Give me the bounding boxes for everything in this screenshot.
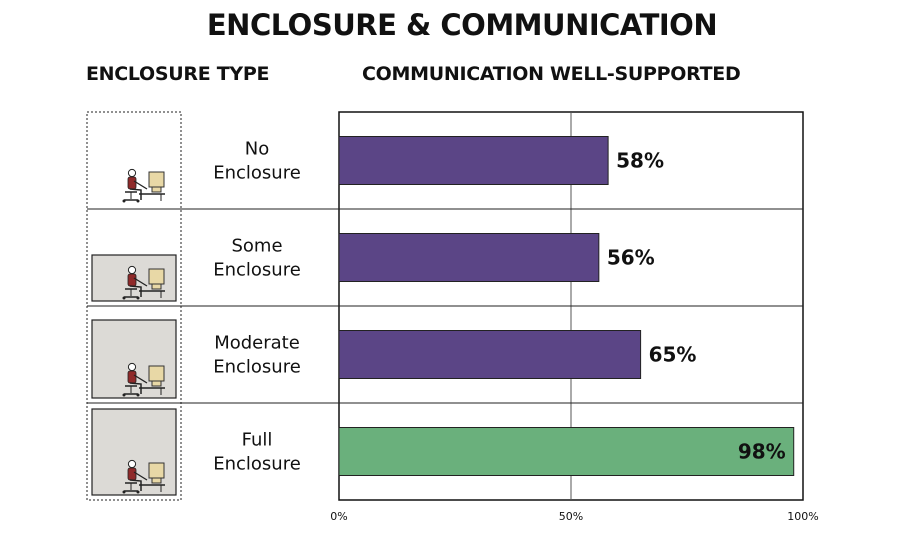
bar bbox=[338, 233, 600, 282]
bar bbox=[338, 427, 795, 476]
office-worker-moderate-enclosure-icon bbox=[91, 319, 177, 399]
chart-title: ENCLOSURE & COMMUNICATION bbox=[206, 8, 718, 42]
office-worker-some-enclosure-icon bbox=[91, 254, 177, 302]
tick-label: 100% bbox=[787, 510, 818, 523]
value-label: 56% bbox=[607, 246, 655, 270]
category-label: Some Enclosure bbox=[213, 236, 301, 281]
value-label: 98% bbox=[738, 440, 786, 464]
office-worker-full-enclosure-icon bbox=[91, 408, 177, 496]
office-worker-no-enclosure-icon bbox=[122, 168, 165, 203]
bar bbox=[338, 330, 642, 379]
category-label: Moderate Enclosure bbox=[213, 333, 301, 378]
category-label: Full Enclosure bbox=[213, 430, 301, 475]
category-label: No Enclosure bbox=[213, 139, 301, 184]
value-label: 65% bbox=[649, 343, 697, 367]
bar bbox=[338, 136, 609, 185]
value-label: 58% bbox=[616, 149, 664, 173]
enclosure-type-header: ENCLOSURE TYPE bbox=[86, 63, 270, 85]
tick-label: 50% bbox=[559, 510, 583, 523]
tick-label: 0% bbox=[330, 510, 347, 523]
communication-header: COMMUNICATION WELL-SUPPORTED bbox=[362, 63, 741, 85]
